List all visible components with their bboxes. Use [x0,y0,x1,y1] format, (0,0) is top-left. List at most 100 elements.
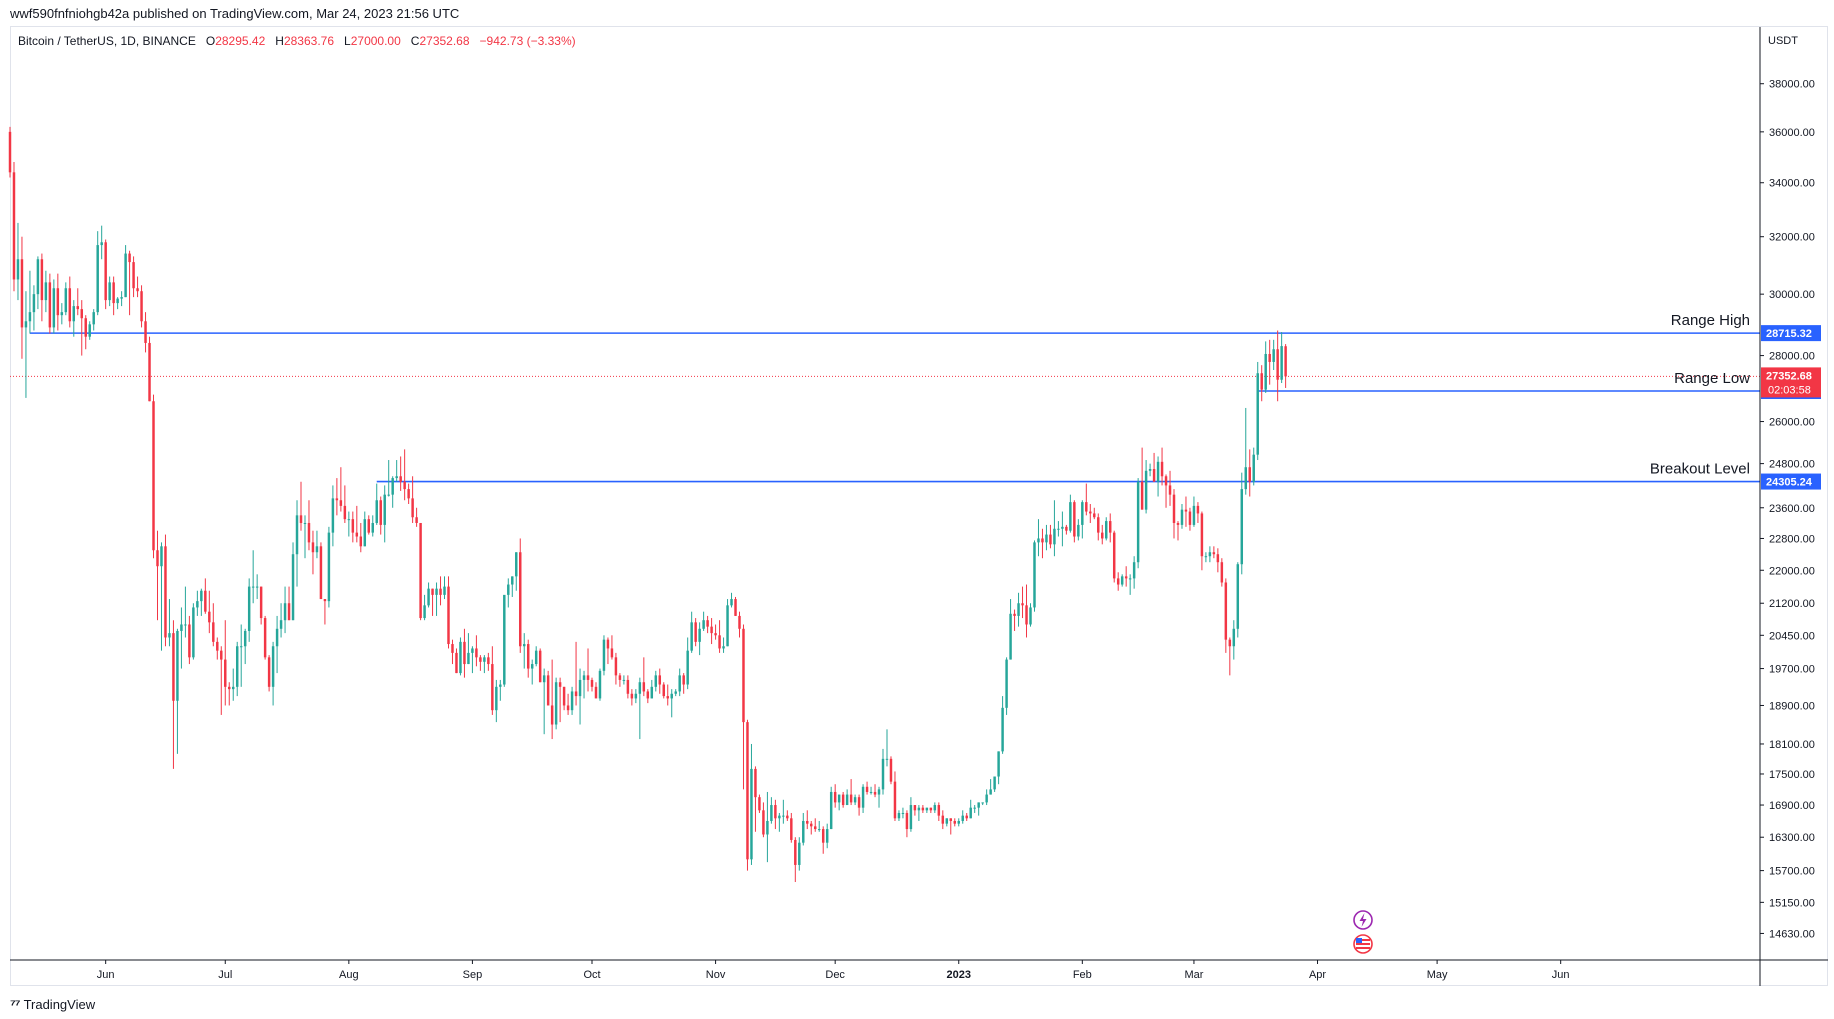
candle[interactable] [168,599,171,647]
candle[interactable] [339,467,343,512]
candle[interactable] [1220,558,1224,587]
candle[interactable] [259,586,263,625]
candle[interactable] [554,677,558,730]
candle[interactable] [566,693,570,715]
candle[interactable] [1144,460,1148,514]
candle[interactable] [239,624,243,687]
candle[interactable] [1021,586,1024,619]
candle[interactable] [666,684,669,706]
candle[interactable] [1188,507,1192,531]
candle[interactable] [1196,502,1200,523]
candle[interactable] [56,273,60,331]
candle[interactable] [790,812,793,843]
candle[interactable] [108,276,111,307]
candle[interactable] [1280,332,1283,384]
candle[interactable] [447,576,450,649]
candle[interactable] [124,245,127,298]
candle[interactable] [235,641,239,697]
candle[interactable] [837,794,841,811]
candle[interactable] [471,646,474,674]
candle[interactable] [1065,524,1068,535]
candle[interactable] [893,771,897,821]
candle[interactable] [686,637,689,690]
candle[interactable] [921,805,925,813]
candle[interactable] [1140,447,1144,510]
candle[interactable] [283,586,287,634]
candle[interactable] [423,594,426,621]
candle[interactable] [945,818,949,827]
candle[interactable] [758,794,761,813]
candle[interactable] [371,515,374,537]
candle[interactable] [873,784,877,798]
candle[interactable] [315,530,319,559]
candle[interactable] [957,818,960,827]
candle[interactable] [861,784,865,813]
candle[interactable] [977,802,980,816]
candle[interactable] [231,668,235,701]
candle[interactable] [507,578,510,608]
candle[interactable] [1108,513,1112,543]
candle[interactable] [1172,489,1176,539]
candle[interactable] [1128,574,1132,595]
candle[interactable] [833,784,837,808]
candle[interactable] [483,655,486,674]
candle[interactable] [204,578,207,614]
candle[interactable] [463,628,466,678]
candle[interactable] [387,460,390,497]
candle[interactable] [905,810,909,838]
candle[interactable] [128,250,131,316]
candle[interactable] [1256,361,1259,461]
candle[interactable] [1097,513,1100,541]
candle[interactable] [116,297,119,310]
candle[interactable] [821,826,825,854]
candle[interactable] [519,538,522,653]
candle[interactable] [212,603,215,647]
candle[interactable] [961,810,964,824]
candle[interactable] [590,677,594,692]
candle[interactable] [526,639,530,678]
candle[interactable] [690,611,693,653]
candle[interactable] [275,615,279,674]
candle[interactable] [279,603,283,638]
candle[interactable] [192,603,195,660]
candle[interactable] [1029,603,1032,627]
candle[interactable] [383,485,386,543]
candle[interactable] [742,624,745,790]
candle[interactable] [1120,574,1124,587]
candle[interactable] [1216,548,1220,573]
candle[interactable] [1284,344,1287,388]
candle[interactable] [782,799,785,824]
candle[interactable] [877,786,881,808]
candle[interactable] [1224,578,1228,653]
candle[interactable] [148,336,151,402]
candle[interactable] [32,285,36,331]
candle[interactable] [1160,447,1164,486]
candle[interactable] [582,670,586,699]
candle[interactable] [754,766,757,832]
candle[interactable] [606,637,610,665]
candle[interactable] [626,675,630,699]
candle[interactable] [917,805,921,821]
lightning-event-icon[interactable] [1353,910,1373,930]
candle[interactable] [351,511,355,543]
candle[interactable] [467,633,470,665]
event-icons[interactable] [1353,910,1373,954]
candle[interactable] [853,794,857,806]
candle[interactable] [1116,572,1120,591]
candle[interactable] [857,794,861,816]
candle[interactable] [1168,470,1172,506]
candle[interactable] [164,534,167,647]
candle[interactable] [1264,341,1267,393]
candle[interactable] [379,496,382,535]
candle[interactable] [144,312,147,353]
candle[interactable] [451,639,454,665]
candle[interactable] [8,126,12,178]
candle[interactable] [1093,507,1096,520]
candle[interactable] [263,615,267,660]
candle[interactable] [303,515,307,559]
candle[interactable] [44,270,48,313]
candle[interactable] [530,659,534,685]
footer-branding[interactable]: ⁷⁷ TradingView [10,996,95,1012]
candle[interactable] [650,679,654,699]
